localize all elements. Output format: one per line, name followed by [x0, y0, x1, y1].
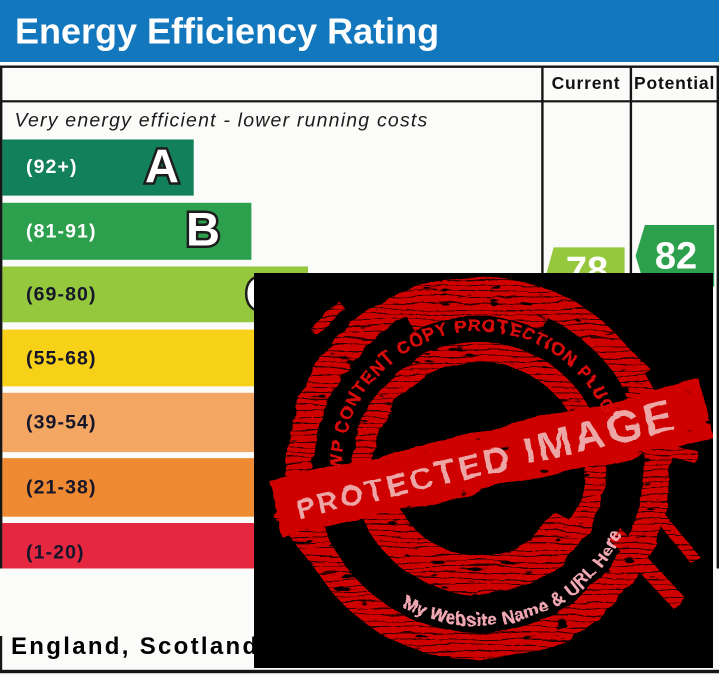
- svg-text:(1-20): (1-20): [26, 542, 85, 564]
- svg-text:(21-38): (21-38): [26, 476, 97, 498]
- svg-text:(69-80): (69-80): [26, 283, 97, 305]
- svg-text:(81-91): (81-91): [26, 220, 97, 242]
- svg-text:82: 82: [655, 236, 697, 278]
- svg-text:Very energy efficient - lower: Very energy efficient - lower running co…: [15, 110, 429, 132]
- svg-text:Current: Current: [552, 73, 621, 93]
- svg-text:(92+): (92+): [26, 156, 78, 178]
- svg-text:A: A: [145, 140, 179, 193]
- svg-text:(55-68): (55-68): [26, 347, 97, 369]
- svg-text:(39-54): (39-54): [26, 412, 97, 434]
- svg-text:B: B: [186, 203, 220, 256]
- svg-text:Potential: Potential: [634, 73, 715, 93]
- svg-text:Energy Efficiency Rating: Energy Efficiency Rating: [15, 11, 439, 52]
